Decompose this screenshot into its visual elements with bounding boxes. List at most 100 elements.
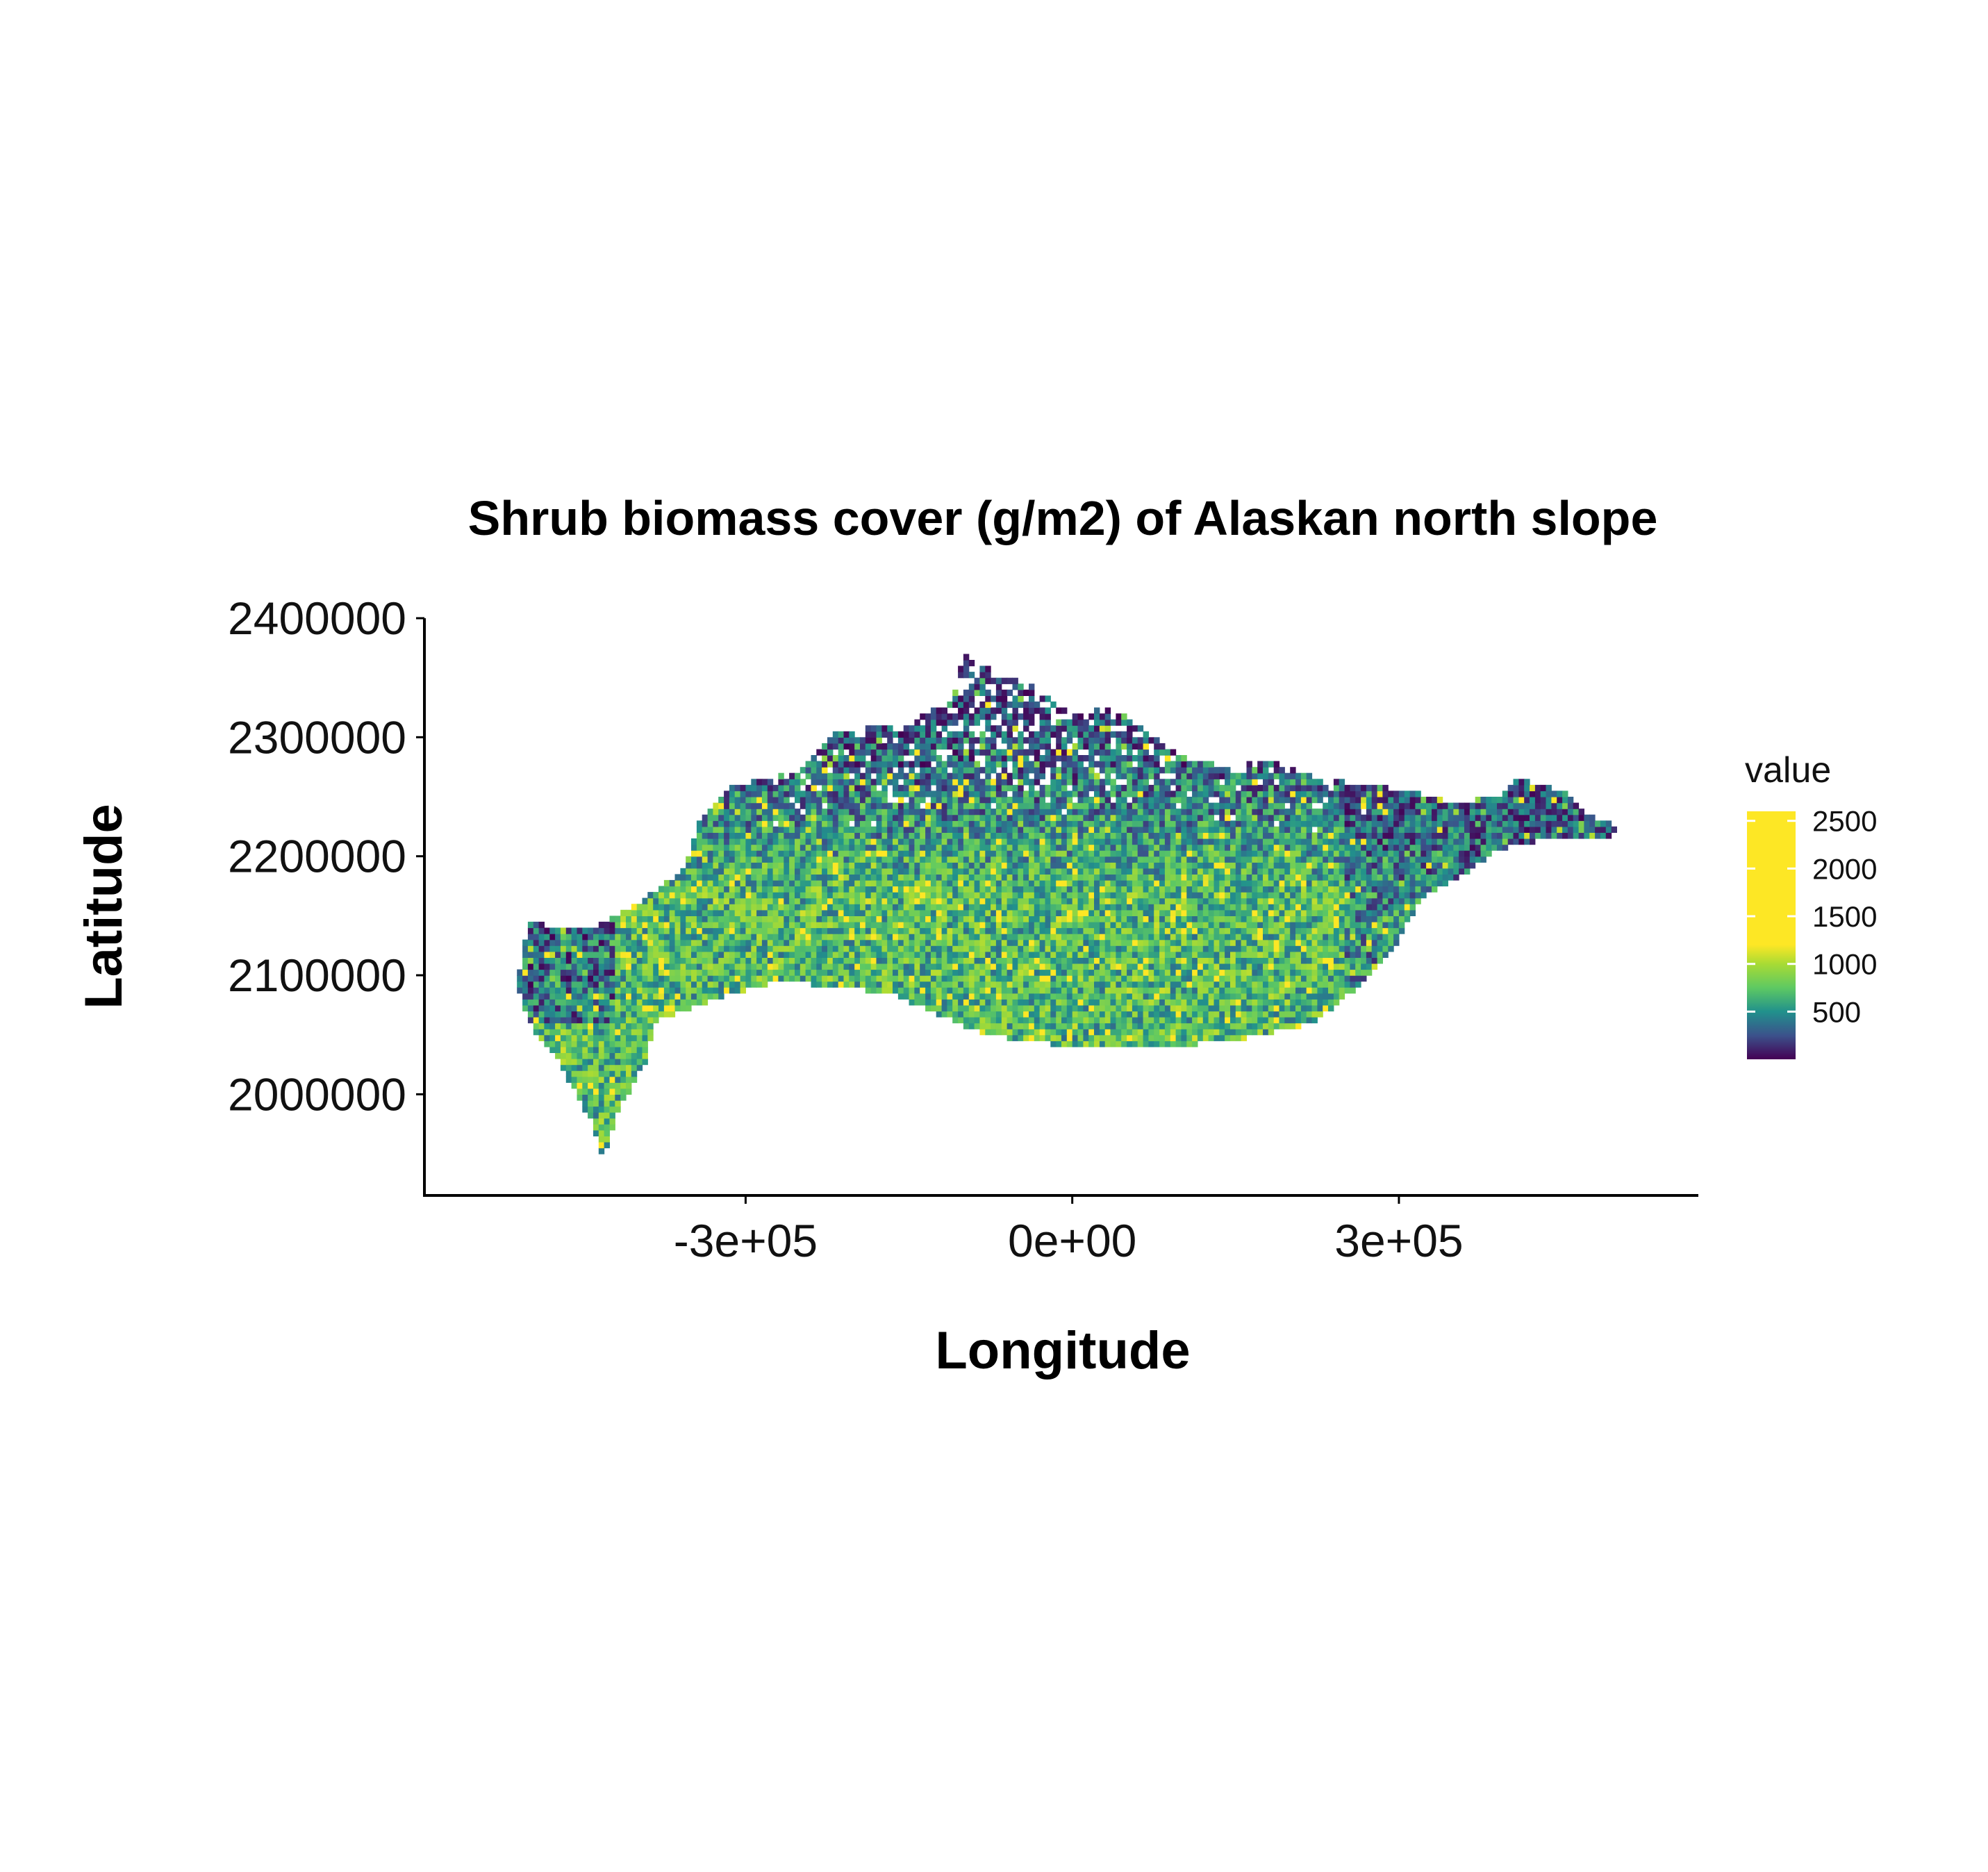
raster-cell (1361, 879, 1367, 887)
raster-cell (827, 879, 834, 887)
raster-cell (702, 927, 709, 934)
raster-cell (1284, 939, 1291, 946)
raster-cell (1382, 892, 1389, 899)
raster-cell (1366, 850, 1373, 857)
raster-cell (1355, 868, 1361, 875)
raster-cell (686, 886, 692, 893)
raster-cell (1300, 832, 1307, 839)
raster-cell (1050, 862, 1057, 869)
raster-cell (729, 963, 736, 970)
raster-cell (1393, 934, 1400, 941)
raster-cell (772, 975, 779, 982)
raster-cell (881, 897, 888, 904)
raster-cell (1235, 1017, 1242, 1024)
raster-cell (1213, 1022, 1220, 1029)
raster-cell (784, 927, 790, 934)
raster-cell (1241, 921, 1247, 929)
raster-cell (897, 874, 904, 881)
raster-cell (740, 844, 746, 851)
raster-cell (903, 957, 910, 964)
raster-cell (1442, 879, 1448, 887)
raster-cell (1143, 856, 1149, 863)
raster-cell (1246, 862, 1252, 869)
raster-cell (745, 975, 752, 982)
raster-cell (544, 993, 550, 1000)
raster-cell (1382, 945, 1389, 952)
raster-cell (838, 916, 845, 922)
raster-cell (1284, 1022, 1291, 1029)
raster-cell (1001, 909, 1008, 916)
raster-cell (734, 904, 741, 911)
raster-cell (1110, 862, 1116, 869)
raster-cell (1300, 874, 1307, 881)
raster-cell (1175, 879, 1182, 887)
raster-cell (952, 844, 959, 851)
raster-cell (696, 957, 703, 964)
raster-cell (1137, 939, 1144, 946)
raster-cell (897, 916, 904, 922)
raster-cell (1164, 844, 1171, 851)
raster-cell (789, 832, 795, 839)
raster-cell (1137, 987, 1144, 994)
raster-cell (1045, 1011, 1051, 1018)
raster-cell (1029, 862, 1035, 869)
raster-cell (1295, 1022, 1302, 1029)
raster-cell (588, 975, 594, 982)
raster-cell (1225, 1034, 1231, 1041)
raster-cell (680, 957, 686, 964)
raster-cell (1034, 999, 1041, 1006)
raster-cell (713, 892, 719, 899)
raster-cell (1230, 993, 1236, 1000)
raster-cell (1442, 832, 1448, 839)
raster-cell (1246, 993, 1252, 1000)
raster-cell (1202, 1034, 1209, 1041)
raster-cell (870, 927, 877, 934)
raster-cell (1083, 874, 1089, 881)
raster-cell (1208, 856, 1214, 863)
raster-cell (816, 862, 822, 869)
raster-cell (582, 945, 588, 952)
raster-cell (805, 963, 811, 970)
raster-cell (604, 1004, 610, 1012)
raster-cell (1230, 862, 1236, 869)
raster-cell (1213, 909, 1220, 916)
raster-cell (1045, 951, 1051, 958)
raster-cell (1257, 927, 1264, 934)
raster-cell (1284, 945, 1291, 952)
raster-cell (1007, 838, 1013, 845)
raster-cell (1273, 981, 1280, 988)
raster-cell (691, 916, 697, 922)
raster-cell (527, 987, 534, 994)
raster-cell (903, 951, 910, 958)
raster-cell (968, 844, 975, 851)
raster-cell (729, 916, 736, 922)
raster-cell (1007, 850, 1013, 857)
raster-cell (887, 945, 893, 952)
raster-cell (1088, 951, 1095, 958)
raster-cell (1225, 897, 1231, 904)
raster-cell (1148, 1041, 1154, 1047)
raster-cell (1290, 916, 1296, 922)
raster-cell (1088, 1034, 1095, 1041)
raster-cell (1323, 897, 1329, 904)
raster-cell (1056, 1022, 1062, 1029)
raster-cell (1056, 838, 1062, 845)
raster-cell (1263, 921, 1269, 929)
raster-cell (881, 927, 888, 934)
raster-cell (1127, 975, 1133, 982)
raster-cell (626, 1082, 632, 1089)
raster-cell (1344, 951, 1350, 958)
raster-cell (680, 909, 686, 916)
raster-cell (1077, 1011, 1084, 1018)
raster-cell (865, 957, 872, 964)
raster-cell (914, 850, 920, 857)
raster-cell (800, 951, 806, 958)
raster-cell (756, 897, 763, 904)
raster-cell (1344, 892, 1350, 899)
raster-cell (854, 879, 861, 887)
raster-cell (1181, 856, 1187, 863)
raster-cell (995, 963, 1002, 970)
raster-cell (631, 1052, 638, 1059)
raster-cell (680, 987, 686, 994)
raster-cell (1469, 838, 1476, 845)
